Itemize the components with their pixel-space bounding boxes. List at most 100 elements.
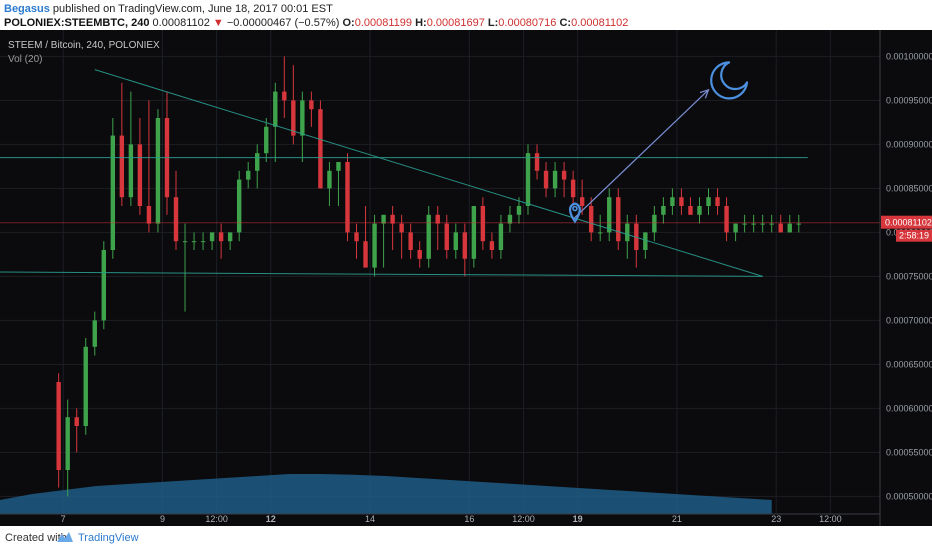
candle-up xyxy=(552,170,558,189)
candle-up xyxy=(625,223,630,242)
candle-down xyxy=(345,162,350,233)
candle-up xyxy=(92,320,97,347)
candle-up xyxy=(796,223,801,225)
candle-up xyxy=(670,197,675,206)
candle-up xyxy=(236,179,242,233)
time-tick-label: 16 xyxy=(464,514,474,524)
price-tick-label: 0.00085000 xyxy=(886,183,932,193)
candle-down xyxy=(724,206,729,233)
candle-down xyxy=(462,232,468,259)
candle-down xyxy=(543,170,549,189)
candle-down xyxy=(137,144,143,206)
low-label: L: xyxy=(487,17,499,29)
volume-area-shape xyxy=(0,474,772,514)
candle-down xyxy=(679,197,684,206)
candle-down xyxy=(318,109,323,189)
candle-up xyxy=(273,91,278,127)
price-change: −0.00000467 (−0.57%) xyxy=(226,17,340,29)
candle-up xyxy=(336,162,341,171)
candle-down xyxy=(435,214,440,224)
time-tick-label: 21 xyxy=(672,514,682,524)
candle-up xyxy=(751,223,756,225)
candle-down xyxy=(291,100,296,136)
candle-down xyxy=(778,223,783,233)
candle-down xyxy=(489,241,495,250)
candle-down xyxy=(74,417,79,426)
candle-down xyxy=(534,153,540,171)
time-tick-label: 12:00 xyxy=(205,514,228,524)
candle-up xyxy=(453,232,458,250)
time-axis[interactable]: 7 9 12:00 12 14 16 12:00 19 21 23 12:00 xyxy=(0,513,880,524)
markers xyxy=(568,61,749,224)
price-tick-label: 0.00050000 xyxy=(886,491,932,501)
symbol-label: POLONIEX:STEEMBTC, 240 xyxy=(4,17,150,29)
time-tick-label: 7 xyxy=(61,514,66,524)
last-price-tag-text: 0.00081102 xyxy=(885,218,932,228)
last-price-tag-bg xyxy=(881,215,932,229)
created-with-text: Created with xyxy=(5,532,67,544)
time-tick-label: 9 xyxy=(160,514,165,524)
price-axis[interactable]: 0.00100000 0.00095000 0.00090000 0.00085000… xyxy=(879,30,932,526)
candle-up xyxy=(182,241,188,243)
candle-up xyxy=(83,346,88,426)
footer: Created with TradingView xyxy=(0,526,932,550)
candle-up xyxy=(200,241,206,243)
open-value: 0.00081199 xyxy=(354,17,413,29)
candle-up xyxy=(706,197,711,206)
price-tick-label: 0.00065000 xyxy=(886,359,932,369)
candle-up xyxy=(372,223,377,268)
candle-up xyxy=(733,223,738,233)
candle-down xyxy=(561,170,567,180)
candle-up xyxy=(255,153,260,171)
candle-up xyxy=(607,197,612,233)
candle-up xyxy=(110,135,116,250)
candle-down xyxy=(309,100,314,110)
time-tick-label: 14 xyxy=(365,514,375,524)
candle-down xyxy=(579,197,585,206)
candle-up xyxy=(525,153,531,206)
price-tick-label: 0.00090000 xyxy=(886,139,932,149)
countdown-tag-bg xyxy=(896,229,932,242)
tradingview-brand[interactable]: TradingView xyxy=(78,532,139,544)
candles xyxy=(56,56,801,497)
last-price: 0.00081102 xyxy=(152,17,210,29)
price-tick-label: 0.00055000 xyxy=(886,447,932,457)
candle-down xyxy=(119,135,125,198)
candle-down xyxy=(146,206,152,224)
candle-down xyxy=(480,206,486,242)
price-axis-background xyxy=(880,30,932,526)
candle-down xyxy=(56,382,61,470)
high-label: H: xyxy=(415,17,427,29)
chart-header: Begasus published on TradingView.com, Ju… xyxy=(0,0,932,30)
low-value: 0.00080716 xyxy=(498,17,557,29)
trend-line xyxy=(94,69,763,277)
candle-up xyxy=(760,223,765,225)
candle-up xyxy=(652,214,657,233)
candle-up xyxy=(643,232,648,250)
candle-down xyxy=(218,232,224,242)
price-tick-label: 0.00095000 xyxy=(886,95,932,105)
price-chart[interactable]: 0.00100000 0.00095000 0.00090000 0.00085000… xyxy=(0,30,932,526)
candle-up xyxy=(498,223,504,250)
time-tick-label: 12 xyxy=(266,514,276,524)
candle-up xyxy=(327,170,332,189)
volume-legend: Vol (20) xyxy=(8,54,42,65)
candle-down xyxy=(363,241,368,268)
candle-down xyxy=(570,179,576,198)
candle-down xyxy=(408,232,413,250)
candle-down xyxy=(715,197,720,206)
close-label: C: xyxy=(559,17,572,29)
location-pin-icon xyxy=(568,202,581,224)
candle-up xyxy=(598,232,603,234)
location-pin-dot xyxy=(572,205,578,212)
candle-down xyxy=(588,206,594,233)
candle-up xyxy=(471,206,477,259)
candle-up xyxy=(128,144,134,198)
candle-down xyxy=(417,250,422,259)
author-link[interactable]: Begasus xyxy=(4,3,50,15)
candle-down xyxy=(616,197,621,242)
candle-down xyxy=(354,232,359,242)
arrow-head xyxy=(699,88,710,99)
publish-line: Begasus published on TradingView.com, Ju… xyxy=(4,3,333,15)
time-tick-label: 23 xyxy=(771,514,781,524)
